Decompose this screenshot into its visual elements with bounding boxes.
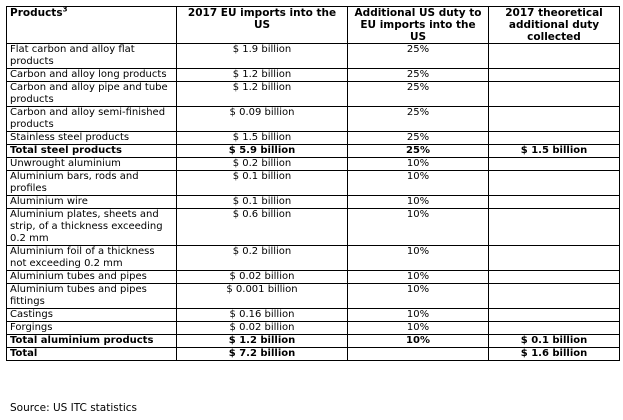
duty-cell: 10% xyxy=(347,308,489,322)
collected-cell xyxy=(488,170,620,196)
product-cell: Carbon and alloy pipe and tube products xyxy=(6,81,177,107)
product-cell: Carbon and alloy long products xyxy=(6,68,177,82)
header-products: Products3 xyxy=(6,6,177,44)
product-cell: Total steel products xyxy=(6,144,177,158)
collected-cell xyxy=(488,43,620,69)
duty-cell: 25% xyxy=(347,43,489,69)
product-cell: Aluminium tubes and pipes fittings xyxy=(6,283,177,309)
duty-cell: 10% xyxy=(347,157,489,171)
product-cell: Castings xyxy=(6,308,177,322)
collected-cell xyxy=(488,308,620,322)
duty-table: Products3 2017 EU imports into the US Ad… xyxy=(6,6,620,361)
header-products-label: Products xyxy=(10,7,63,20)
collected-cell: $ 0.1 billion xyxy=(488,334,620,348)
source-note: Source: US ITC statistics xyxy=(10,402,137,414)
product-cell: Aluminium bars, rods and profiles xyxy=(6,170,177,196)
imports-cell: $ 0.001 billion xyxy=(176,283,348,309)
duty-cell xyxy=(347,347,489,361)
imports-cell: $ 0.2 billion xyxy=(176,245,348,271)
product-cell: Aluminium foil of a thickness not exceed… xyxy=(6,245,177,271)
product-cell: Unwrought aluminium xyxy=(6,157,177,171)
table-row: Aluminium tubes and pipes fittings $ 0.00… xyxy=(6,283,620,309)
table-row: Stainless steel products $ 1.5 billion 25% xyxy=(6,131,620,145)
imports-cell: $ 0.09 billion xyxy=(176,106,348,132)
table-body: Flat carbon and alloy flat products $ 1.9… xyxy=(6,43,620,361)
header-duty: Additional US duty to EU imports into th… xyxy=(347,6,489,44)
product-cell: Stainless steel products xyxy=(6,131,177,145)
collected-cell xyxy=(488,81,620,107)
duty-cell: 10% xyxy=(347,283,489,309)
duty-cell: 10% xyxy=(347,245,489,271)
table-row: Aluminium bars, rods and profiles $ 0.1 b… xyxy=(6,170,620,196)
collected-cell xyxy=(488,321,620,335)
table-row: Carbon and alloy semi-finished products $… xyxy=(6,106,620,132)
table-row: Flat carbon and alloy flat products $ 1.9… xyxy=(6,43,620,69)
imports-cell: $ 0.16 billion xyxy=(176,308,348,322)
duty-cell: 10% xyxy=(347,270,489,284)
table-row: Castings $ 0.16 billion 10% xyxy=(6,308,620,322)
duty-cell: 10% xyxy=(347,195,489,209)
imports-cell: $ 0.02 billion xyxy=(176,321,348,335)
imports-cell: $ 0.6 billion xyxy=(176,208,348,246)
duty-cell: 10% xyxy=(347,170,489,196)
product-cell: Total xyxy=(6,347,177,361)
table-row: Aluminium wire $ 0.1 billion 10% xyxy=(6,195,620,209)
duty-cell: 10% xyxy=(347,334,489,348)
duty-cell: 25% xyxy=(347,144,489,158)
table-row: Total steel products $ 5.9 billion 25% $ 1.… xyxy=(6,144,620,158)
imports-cell: $ 1.2 billion xyxy=(176,334,348,348)
imports-cell: $ 0.1 billion xyxy=(176,170,348,196)
duty-cell: 25% xyxy=(347,131,489,145)
table-row: Aluminium foil of a thickness not exceed… xyxy=(6,245,620,271)
table-row: Carbon and alloy long products $ 1.2 bill… xyxy=(6,68,620,82)
duty-cell: 25% xyxy=(347,106,489,132)
collected-cell xyxy=(488,283,620,309)
collected-cell xyxy=(488,157,620,171)
duty-cell: 25% xyxy=(347,81,489,107)
collected-cell: $ 1.5 billion xyxy=(488,144,620,158)
collected-cell xyxy=(488,270,620,284)
collected-cell xyxy=(488,245,620,271)
product-cell: Carbon and alloy semi-finished products xyxy=(6,106,177,132)
table-row: Unwrought aluminium $ 0.2 billion 10% xyxy=(6,157,620,171)
collected-cell xyxy=(488,208,620,246)
collected-cell: $ 1.6 billion xyxy=(488,347,620,361)
imports-cell: $ 1.9 billion xyxy=(176,43,348,69)
collected-cell xyxy=(488,195,620,209)
table-row: Aluminium plates, sheets and strip, of a… xyxy=(6,208,620,246)
imports-cell: $ 1.2 billion xyxy=(176,81,348,107)
imports-cell: $ 1.5 billion xyxy=(176,131,348,145)
table-row: Aluminium tubes and pipes $ 0.02 billion 1… xyxy=(6,270,620,284)
imports-cell: $ 1.2 billion xyxy=(176,68,348,82)
table-row: Forgings $ 0.02 billion 10% xyxy=(6,321,620,335)
imports-cell: $ 7.2 billion xyxy=(176,347,348,361)
table-row: Total $ 7.2 billion $ 1.6 billion xyxy=(6,347,620,361)
duty-cell: 10% xyxy=(347,321,489,335)
product-cell: Total aluminium products xyxy=(6,334,177,348)
header-products-footnote: 3 xyxy=(62,6,68,14)
imports-cell: $ 0.2 billion xyxy=(176,157,348,171)
header-imports: 2017 EU imports into the US xyxy=(176,6,348,44)
product-cell: Aluminium wire xyxy=(6,195,177,209)
header-row: Products3 2017 EU imports into the US Ad… xyxy=(6,6,620,44)
table-row: Total aluminium products $ 1.2 billion 10%… xyxy=(6,334,620,348)
imports-cell: $ 0.02 billion xyxy=(176,270,348,284)
header-collected: 2017 theoretical additional duty collect… xyxy=(488,6,620,44)
product-cell: Aluminium tubes and pipes xyxy=(6,270,177,284)
product-cell: Flat carbon and alloy flat products xyxy=(6,43,177,69)
imports-cell: $ 0.1 billion xyxy=(176,195,348,209)
table-row: Carbon and alloy pipe and tube products $… xyxy=(6,81,620,107)
product-cell: Forgings xyxy=(6,321,177,335)
collected-cell xyxy=(488,106,620,132)
collected-cell xyxy=(488,131,620,145)
duty-cell: 25% xyxy=(347,68,489,82)
duty-cell: 10% xyxy=(347,208,489,246)
product-cell: Aluminium plates, sheets and strip, of a… xyxy=(6,208,177,246)
collected-cell xyxy=(488,68,620,82)
imports-cell: $ 5.9 billion xyxy=(176,144,348,158)
